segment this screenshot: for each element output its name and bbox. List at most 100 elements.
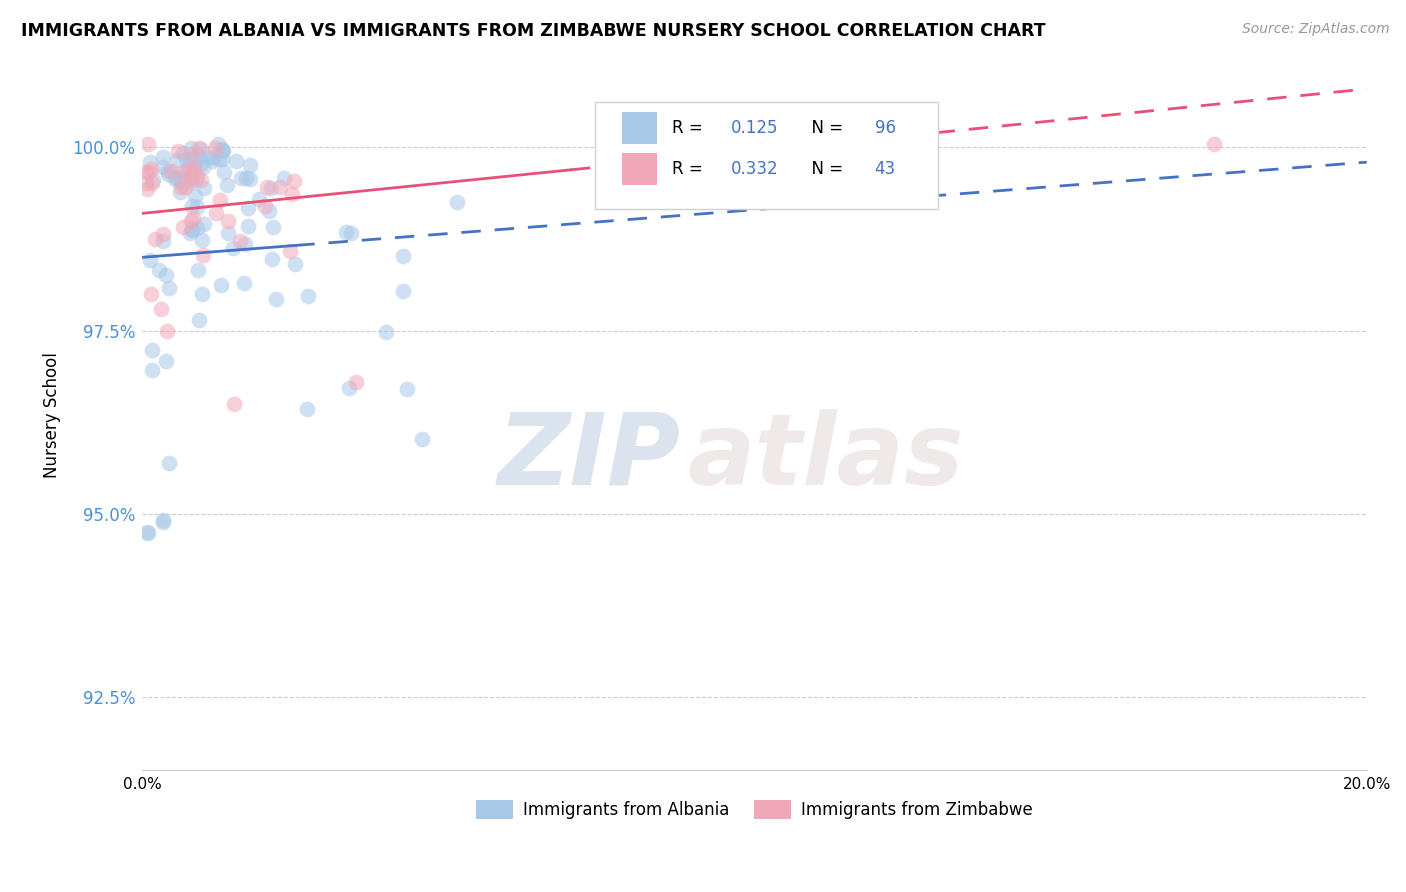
Point: [155, 268, 177, 282]
Point: [135, 525, 157, 540]
Point: [283, 257, 305, 271]
Point: [159, 164, 181, 178]
Point: [229, 234, 252, 248]
Point: [186, 169, 208, 183]
Text: N =: N =: [801, 120, 848, 137]
Point: [188, 141, 211, 155]
Point: [138, 165, 160, 179]
Point: [139, 252, 162, 267]
Point: [198, 150, 221, 164]
Point: [180, 199, 202, 213]
Point: [159, 456, 181, 470]
Point: [184, 171, 207, 186]
Point: [225, 153, 247, 168]
Text: R =: R =: [672, 160, 709, 178]
Point: [239, 158, 262, 172]
Text: 0.125: 0.125: [731, 120, 779, 137]
Point: [208, 152, 231, 166]
Point: [204, 141, 226, 155]
Point: [259, 203, 281, 218]
Point: [264, 292, 287, 306]
Bar: [623, 153, 657, 185]
Point: [136, 525, 159, 540]
Point: [335, 226, 357, 240]
Point: [186, 148, 208, 162]
Point: [139, 155, 162, 169]
Point: [297, 289, 319, 303]
Point: [233, 236, 256, 251]
Point: [375, 325, 398, 339]
Point: [179, 154, 201, 169]
Point: [346, 375, 368, 389]
Point: [187, 313, 209, 327]
Point: [136, 137, 159, 152]
Point: [180, 213, 202, 227]
Point: [141, 363, 163, 377]
Point: [135, 176, 157, 190]
Point: [141, 343, 163, 358]
Point: [217, 226, 239, 240]
Point: [222, 241, 245, 255]
Point: [283, 174, 305, 188]
Point: [183, 161, 205, 175]
Point: [187, 149, 209, 163]
Point: [184, 156, 207, 170]
Point: [152, 150, 174, 164]
Point: [174, 153, 197, 167]
Point: [191, 286, 214, 301]
Point: [166, 144, 188, 158]
Point: [149, 301, 172, 316]
Point: [176, 163, 198, 178]
Point: [209, 277, 232, 292]
Text: 96: 96: [875, 120, 896, 137]
Point: [193, 248, 215, 262]
Point: [141, 287, 163, 301]
Point: [446, 194, 468, 209]
Point: [190, 142, 212, 156]
Point: [136, 182, 159, 196]
Point: [229, 170, 252, 185]
Point: [163, 172, 186, 186]
Point: [148, 263, 170, 277]
Point: [180, 222, 202, 236]
Text: ZIP: ZIP: [498, 409, 681, 506]
Point: [180, 169, 202, 184]
Point: [142, 173, 165, 187]
Point: [411, 432, 433, 446]
Point: [184, 188, 207, 202]
Point: [262, 220, 284, 235]
Point: [260, 252, 283, 267]
Point: [392, 249, 415, 263]
Point: [155, 354, 177, 368]
Point: [172, 164, 194, 178]
Point: [134, 165, 156, 179]
Point: [170, 172, 193, 186]
Point: [340, 227, 363, 241]
Point: [278, 244, 301, 259]
Point: [212, 165, 235, 179]
Point: [179, 177, 201, 191]
Point: [172, 146, 194, 161]
Point: [238, 219, 260, 234]
Point: [217, 178, 239, 193]
Point: [337, 381, 360, 395]
Point: [166, 153, 188, 168]
Point: [152, 227, 174, 241]
Point: [193, 161, 215, 175]
Point: [273, 171, 295, 186]
Point: [253, 199, 276, 213]
Text: Source: ZipAtlas.com: Source: ZipAtlas.com: [1241, 22, 1389, 37]
Point: [269, 180, 291, 194]
Point: [181, 211, 204, 226]
Point: [152, 161, 174, 175]
Point: [172, 220, 194, 235]
Point: [179, 161, 201, 176]
Point: [235, 170, 257, 185]
Point: [201, 150, 224, 164]
Point: [156, 324, 179, 338]
Point: [205, 206, 228, 220]
Point: [180, 141, 202, 155]
Point: [201, 154, 224, 169]
Point: [232, 276, 254, 290]
Point: [186, 220, 208, 235]
